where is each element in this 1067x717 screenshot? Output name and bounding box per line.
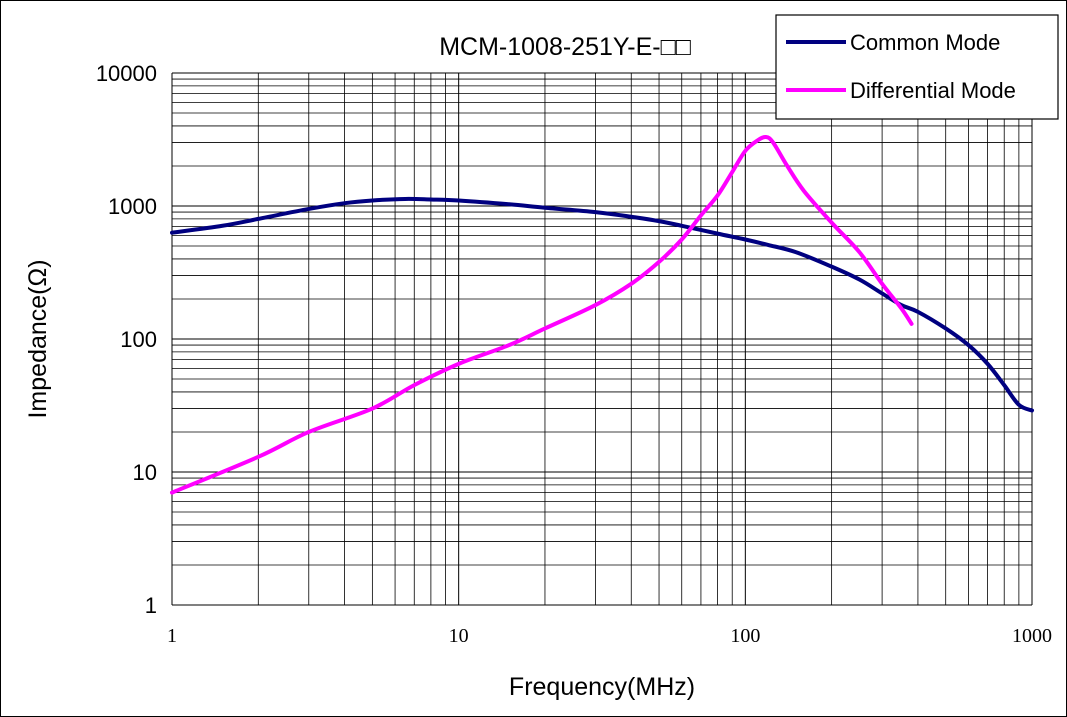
series-layer — [170, 135, 1034, 495]
legend-box — [775, 14, 1059, 120]
series-line-differential-mode — [170, 135, 914, 495]
y-tick-label: 1 — [145, 593, 157, 618]
y-tick-labels: 1 10 100 1000 10000 — [96, 61, 157, 618]
x-tick-label: 1 — [167, 625, 177, 647]
chart-title: MCM-1008-251Y-E-□□ — [439, 33, 691, 61]
x-tick-label: 1000 — [1012, 625, 1052, 647]
y-tick-label: 1000 — [108, 194, 157, 219]
grid — [171, 72, 1033, 606]
legend-label-differential-mode: Differential Mode — [850, 78, 1016, 103]
x-tick-label: 100 — [730, 625, 760, 647]
y-tick-label: 10 — [133, 460, 157, 485]
legend-label-common-mode: Common Mode — [850, 30, 1000, 55]
y-axis-label: Impedance(Ω) — [24, 259, 52, 418]
y-tick-label: 100 — [120, 327, 157, 352]
series-line-common-mode — [170, 196, 1034, 413]
x-axis-label: Frequency(MHz) — [509, 673, 695, 701]
x-tick-labels: 1 10 100 1000 — [167, 625, 1052, 647]
legend: Common Mode Differential Mode — [775, 14, 1059, 120]
x-tick-label: 10 — [449, 625, 469, 647]
y-tick-label: 10000 — [96, 61, 157, 86]
